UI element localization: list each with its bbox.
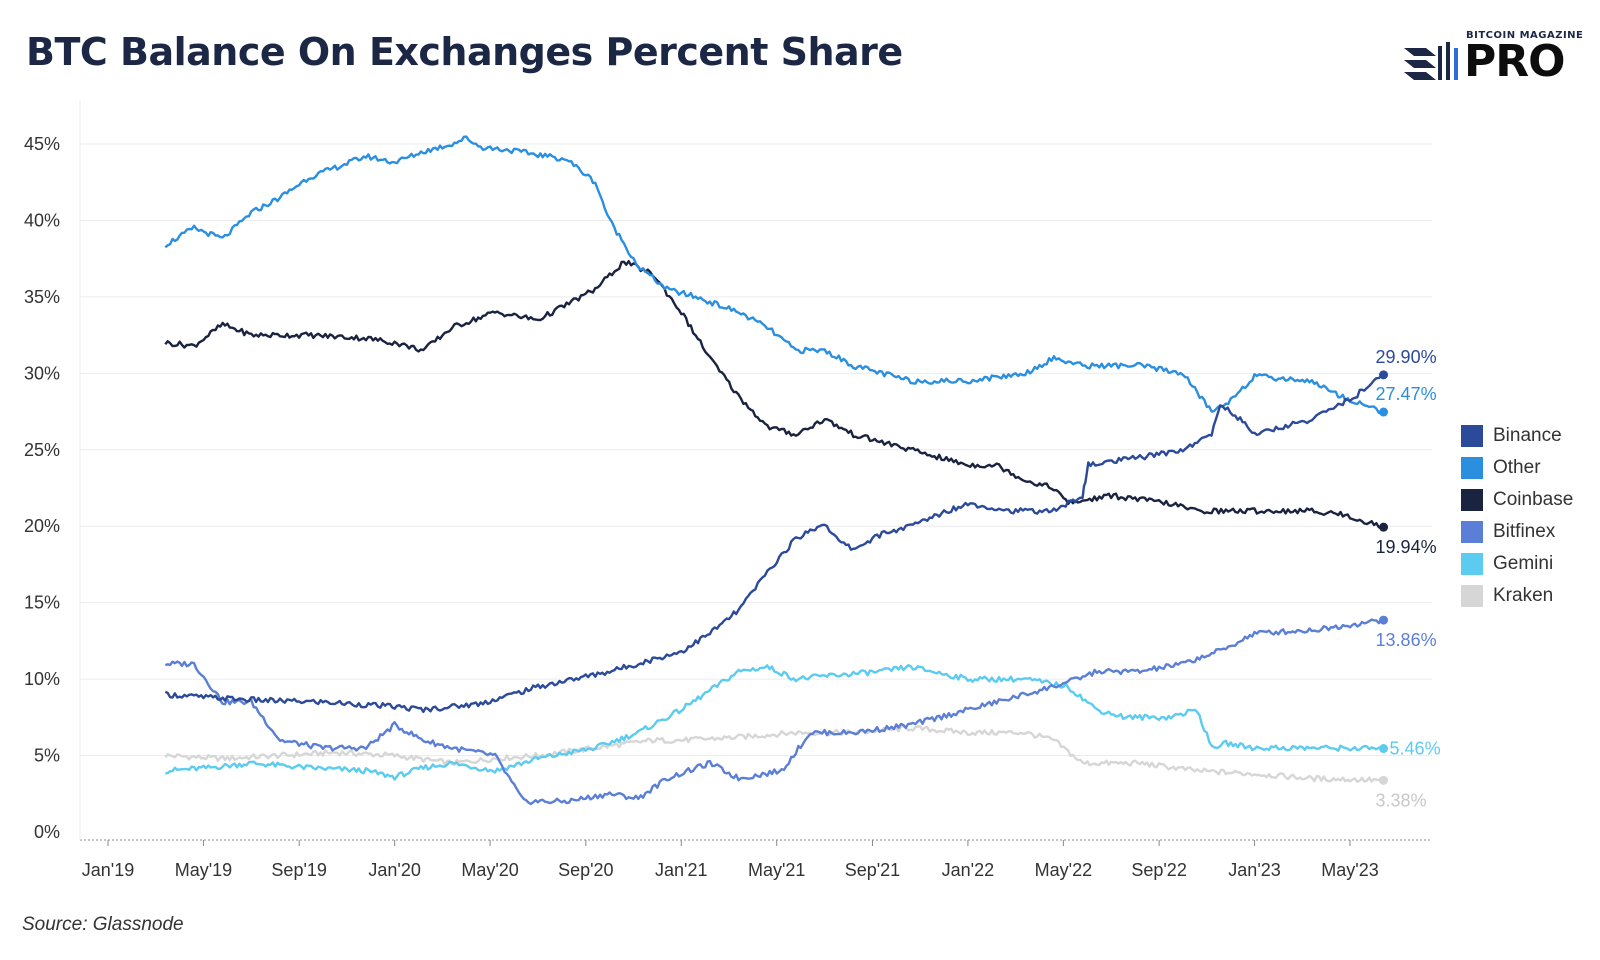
legend-item-binance[interactable]: Binance <box>1461 420 1573 452</box>
legend-label: Other <box>1493 457 1541 478</box>
logo-stripes-icon <box>1404 42 1458 80</box>
logo-main-text: PRO <box>1464 36 1566 87</box>
legend-label: Bitfinex <box>1493 521 1556 542</box>
bitcoin-magazine-pro-logo: BITCOIN MAGAZINE PRO <box>1404 30 1584 87</box>
y-tick-label: 30% <box>24 363 60 383</box>
y-tick-label: 45% <box>24 134 60 154</box>
end-point-binance <box>1379 370 1389 380</box>
series-line-other <box>164 135 1385 415</box>
legend-label: Gemini <box>1493 553 1554 574</box>
y-tick-label: 25% <box>24 440 60 460</box>
legend-label: Kraken <box>1493 585 1554 606</box>
x-tick-label: May'22 <box>1035 860 1092 880</box>
x-tick-label: May'21 <box>748 860 805 880</box>
y-tick-label: 0% <box>34 822 60 842</box>
series-line-gemini <box>165 664 1384 781</box>
y-tick-label: 20% <box>24 516 60 536</box>
end-label-coinbase: 19.94% <box>1376 537 1437 557</box>
legend-swatch <box>1461 425 1483 447</box>
end-label-bitfinex: 13.86% <box>1376 630 1437 650</box>
end-point-other <box>1379 407 1389 417</box>
legend-swatch <box>1461 521 1483 543</box>
x-tick-label: Sep'21 <box>845 860 901 880</box>
x-tick-label: Jan'23 <box>1228 860 1280 880</box>
y-tick-label: 5% <box>34 746 60 766</box>
legend-item-other[interactable]: Other <box>1461 452 1573 484</box>
legend-label: Binance <box>1493 425 1562 446</box>
end-label-gemini: 5.46% <box>1390 739 1441 759</box>
x-tick-label: Jan'21 <box>655 860 707 880</box>
grid-lines <box>79 100 1432 841</box>
series-line-bitfinex <box>164 618 1384 806</box>
legend-label: Coinbase <box>1493 489 1574 510</box>
chart-title: BTC Balance On Exchanges Percent Share <box>26 30 903 74</box>
x-tick-label: Sep'22 <box>1131 860 1187 880</box>
x-tick-label: May'19 <box>175 860 232 880</box>
x-tick-label: May'23 <box>1321 860 1378 880</box>
x-tick-label: Sep'19 <box>271 860 327 880</box>
end-point-bitfinex <box>1379 615 1389 625</box>
y-tick-label: 35% <box>24 287 60 307</box>
legend-item-kraken[interactable]: Kraken <box>1461 580 1573 612</box>
y-tick-label: 40% <box>24 210 60 230</box>
end-point-gemini <box>1379 744 1389 754</box>
series-line-coinbase <box>164 260 1385 530</box>
end-point-coinbase <box>1379 522 1389 532</box>
source-note: Source: Glassnode <box>22 914 184 935</box>
legend-item-gemini[interactable]: Gemini <box>1461 548 1573 580</box>
legend-swatch <box>1461 457 1483 479</box>
x-tick-label: May'20 <box>461 860 518 880</box>
logo-top-text: BITCOIN MAGAZINE <box>1466 30 1584 41</box>
legend-swatch <box>1461 585 1483 607</box>
x-tick-label: Jan'22 <box>942 860 994 880</box>
end-label-kraken: 3.38% <box>1376 790 1427 810</box>
legend: Binance Other Coinbase Bitfinex Gemini Kraken <box>1461 420 1573 612</box>
x-axis: Jan'19 May'19 Sep'19 Jan'20 May'20 Sep'20 Jan'… <box>82 840 1379 880</box>
legend-item-coinbase[interactable]: Coinbase <box>1461 484 1573 516</box>
end-label-other: 27.47% <box>1376 384 1437 404</box>
x-tick-label: Jan'19 <box>82 860 134 880</box>
legend-swatch <box>1461 553 1483 575</box>
y-tick-label: 15% <box>24 593 60 613</box>
legend-swatch <box>1461 489 1483 511</box>
x-tick-label: Jan'20 <box>368 860 420 880</box>
y-axis: 0% 5% 10% 15% 20% 25% 30% 35% 40% 45% <box>24 134 60 842</box>
y-tick-label: 10% <box>24 669 60 689</box>
x-tick-label: Sep'20 <box>558 860 614 880</box>
series-line-binance <box>164 373 1385 714</box>
end-label-binance: 29.90% <box>1376 347 1437 367</box>
legend-item-bitfinex[interactable]: Bitfinex <box>1461 516 1573 548</box>
end-point-kraken <box>1379 775 1389 785</box>
end-labels: 3.38% 5.46% 13.86% 19.94% 27.47% 29.90% <box>1376 347 1441 810</box>
series-lines <box>164 135 1389 806</box>
series-line-kraken <box>164 725 1385 783</box>
